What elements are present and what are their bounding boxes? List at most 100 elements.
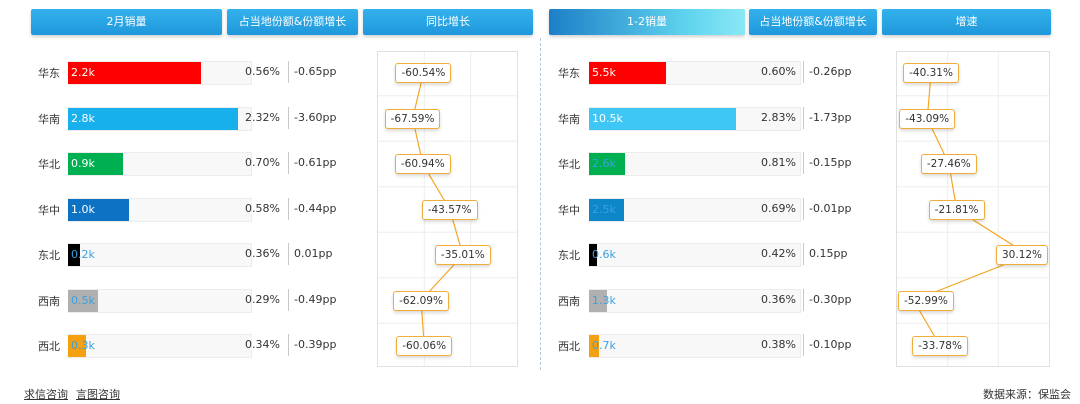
data-point-label: -35.01% [434, 245, 491, 265]
share-value: 0.81% [761, 156, 796, 169]
row-label: 西南 [558, 294, 580, 308]
data-point-label: -60.06% [396, 336, 453, 356]
bar-track [589, 288, 801, 313]
row-label: 西北 [38, 340, 60, 353]
share-value: 0.38% [761, 338, 796, 351]
share-divider [803, 106, 804, 129]
bar-track [589, 197, 801, 222]
share-value: 0.60% [761, 65, 796, 78]
data-point-label: -21.81% [928, 199, 985, 220]
bar-track [68, 334, 252, 358]
data-point-label: -43.09% [899, 108, 956, 129]
share-growth-value: -1.73pp [809, 110, 852, 124]
share-growth-value: -0.10pp [809, 338, 852, 351]
share-divider [803, 334, 804, 356]
share-growth-value: -0.01pp [809, 201, 852, 215]
share-value: 0.34% [245, 338, 280, 351]
share-value: 2.32% [245, 110, 280, 124]
share-divider [288, 106, 289, 129]
row-label: 华北 [558, 158, 580, 171]
share-growth-value: -0.15pp [809, 156, 852, 169]
bar-value-label: 0.3k [71, 339, 95, 352]
row-label: 华南 [558, 112, 580, 126]
share-divider [288, 243, 289, 265]
share-growth-value: 0.01pp [294, 247, 333, 260]
bar-value-label: 0.5k [71, 293, 95, 307]
row-label: 华中 [558, 203, 580, 217]
data-point-label: -52.99% [898, 290, 954, 311]
share-divider [803, 152, 804, 174]
row-label: 华南 [38, 112, 60, 126]
row-label: 东北 [558, 249, 580, 262]
share-growth-value: 0.15pp [809, 247, 848, 260]
bar-value-label: 10.5k [592, 111, 623, 125]
bar-value-label: 0.6k [592, 248, 616, 261]
share-value: 0.69% [761, 201, 796, 215]
row-label: 华中 [38, 203, 60, 217]
share-growth-value: -3.60pp [294, 110, 337, 124]
bar: 0.5k [68, 289, 99, 312]
bar: 5.5k [589, 62, 666, 84]
bar: 10.5k [589, 107, 736, 130]
share-divider [288, 288, 289, 311]
bar: 2.2k [68, 62, 202, 84]
share-divider [288, 152, 289, 174]
data-point-label: -67.59% [384, 108, 441, 129]
share-value: 0.58% [245, 201, 280, 215]
bar: 0.2k [68, 244, 95, 266]
share-divider [288, 334, 289, 356]
bar-value-label: 0.9k [71, 157, 95, 170]
header-growth-rate: 增速 [882, 9, 1051, 35]
data-point-label: -40.31% [903, 63, 959, 83]
bar: 2.8k [68, 107, 238, 130]
bar-track [589, 334, 801, 358]
center-divider [540, 38, 541, 370]
right-growth-line-panel: -40.31% -43.09% -27.46% -21.81% 30.12% -52.99… [896, 51, 1050, 367]
bar-value-label: 2.8k [71, 111, 95, 125]
header-sales-feb: 2月销量 [31, 9, 222, 35]
share-divider [803, 61, 804, 83]
share-growth-value: -0.30pp [809, 292, 852, 306]
data-point-label: -43.57% [421, 199, 478, 220]
share-value: 0.36% [761, 292, 796, 306]
share-value: 0.42% [761, 247, 796, 260]
bar-value-label: 2.6k [592, 157, 616, 170]
share-divider [288, 197, 289, 220]
footer-link-yantu[interactable]: 言图咨询 [76, 388, 120, 401]
share-divider [288, 61, 289, 83]
bar: 2.6k [589, 153, 626, 175]
bar-value-label: 5.5k [592, 66, 616, 79]
bar: 0.9k [68, 153, 123, 175]
header-yoy-growth: 同比增长 [363, 9, 533, 35]
data-point-label: -60.54% [395, 63, 452, 83]
bar-value-label: 0.2k [71, 248, 95, 261]
share-growth-value: -0.61pp [294, 156, 337, 169]
header-share-left: 占当地份额&份额增长 [227, 9, 358, 35]
bar-value-label: 1.3k [592, 293, 616, 307]
row-label: 西南 [38, 294, 60, 308]
share-growth-value: -0.26pp [809, 65, 852, 78]
bar: 0.7k [589, 335, 616, 357]
row-label: 西北 [558, 340, 580, 353]
data-point-label: -33.78% [912, 336, 968, 356]
share-value: 0.29% [245, 292, 280, 306]
bar-value-label: 2.2k [71, 66, 95, 79]
share-divider [803, 243, 804, 265]
data-source: 数据来源：保监会 [983, 388, 1071, 401]
bar: 0.6k [589, 244, 616, 266]
bar-value-label: 0.7k [592, 339, 616, 352]
bar-track [68, 288, 252, 313]
share-divider [803, 197, 804, 220]
share-growth-value: -0.65pp [294, 65, 337, 78]
data-point-label: -27.46% [920, 154, 977, 174]
row-label: 东北 [38, 249, 60, 262]
bar: 1.0k [68, 198, 129, 221]
share-value: 0.56% [245, 65, 280, 78]
row-label: 华北 [38, 158, 60, 171]
header-share-right: 占当地份额&份额增长 [749, 9, 877, 35]
share-growth-value: -0.44pp [294, 201, 337, 215]
share-growth-value: -0.49pp [294, 292, 337, 306]
footer-link-qiuxin[interactable]: 求信咨询 [24, 388, 68, 401]
share-value: 0.36% [245, 247, 280, 260]
share-value: 0.70% [245, 156, 280, 169]
